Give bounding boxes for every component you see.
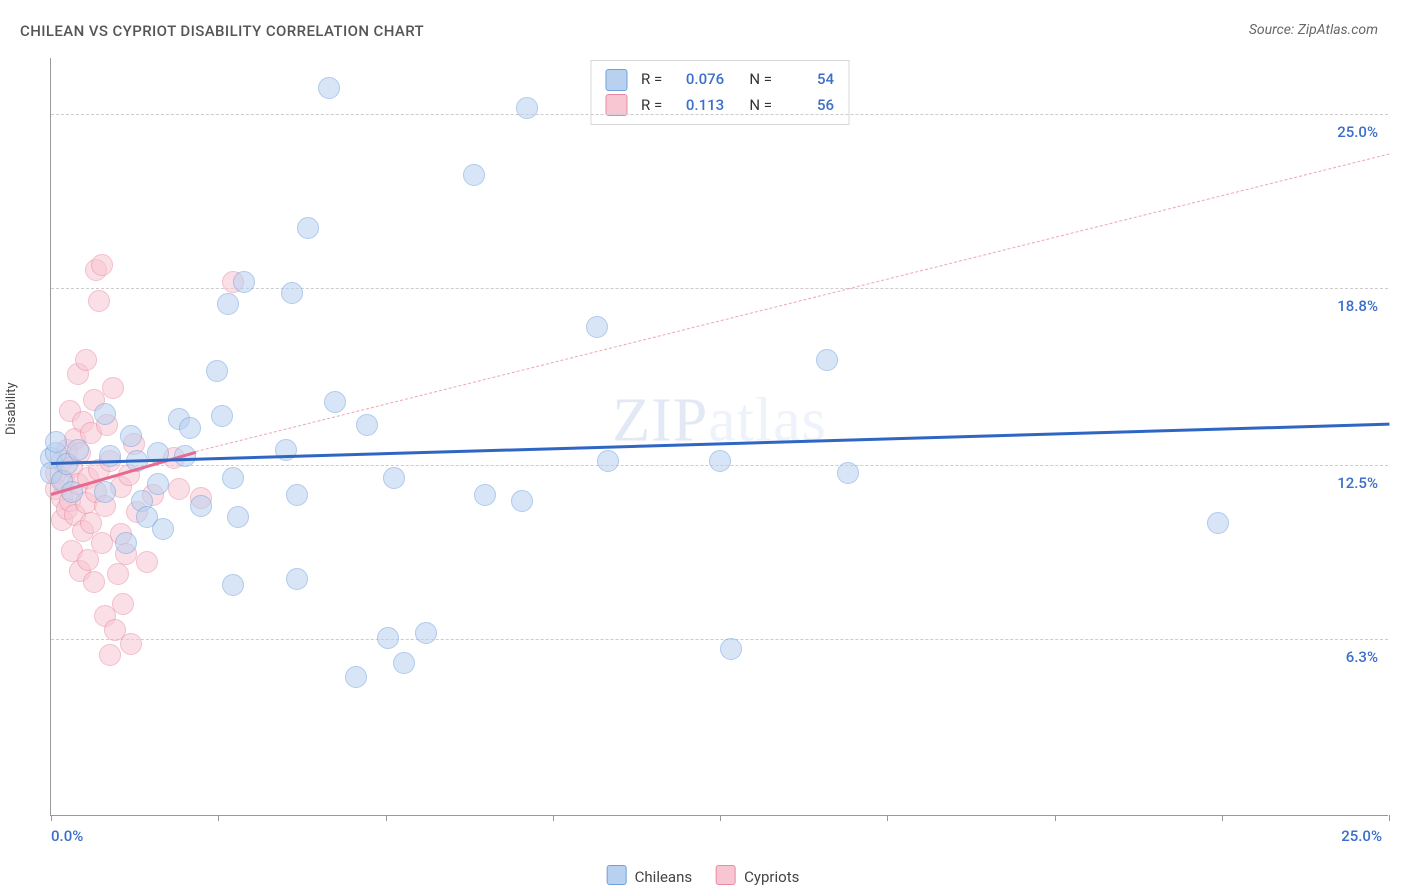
scatter-point bbox=[211, 405, 233, 427]
x-tick-mark bbox=[1389, 815, 1390, 821]
scatter-point bbox=[393, 652, 415, 674]
scatter-point bbox=[597, 450, 619, 472]
x-axis-max-label: 25.0% bbox=[1341, 827, 1382, 845]
scatter-point bbox=[115, 532, 137, 554]
scatter-point bbox=[222, 574, 244, 596]
chart-area: Disability ZIPatlas R =0.076 N =54R =0.1… bbox=[14, 58, 1388, 852]
x-tick-mark bbox=[720, 815, 721, 821]
scatter-point bbox=[179, 417, 201, 439]
scatter-point bbox=[206, 360, 228, 382]
stat-r-value: 0.076 bbox=[676, 67, 724, 93]
scatter-point bbox=[281, 282, 303, 304]
scatter-point bbox=[586, 316, 608, 338]
y-axis-label: Disability bbox=[4, 382, 19, 435]
x-tick-mark bbox=[1055, 815, 1056, 821]
x-tick-mark bbox=[553, 815, 554, 821]
scatter-point bbox=[511, 490, 533, 512]
scatter-point bbox=[83, 571, 105, 593]
plot-region: ZIPatlas R =0.076 N =54R =0.113 N =56 6.… bbox=[50, 58, 1388, 816]
stat-key: R = bbox=[641, 67, 662, 93]
scatter-point bbox=[222, 467, 244, 489]
scatter-point bbox=[463, 164, 485, 186]
scatter-point bbox=[94, 481, 116, 503]
scatter-point bbox=[94, 403, 116, 425]
legend-item: Cypriots bbox=[716, 865, 799, 886]
chart-title: CHILEAN VS CYPRIOT DISABILITY CORRELATIO… bbox=[20, 22, 424, 40]
gridline bbox=[51, 114, 1388, 115]
stats-row: R = 0.076 N = 54 bbox=[605, 67, 834, 93]
scatter-point bbox=[120, 633, 142, 655]
stats-legend-box: R =0.076 N =54R =0.113 N =56 bbox=[590, 60, 849, 125]
y-tick-label: 18.8% bbox=[1337, 297, 1378, 315]
y-tick-label: 6.3% bbox=[1346, 648, 1378, 666]
scatter-point bbox=[297, 217, 319, 239]
source-label: Source: ZipAtlas.com bbox=[1249, 22, 1378, 38]
x-tick-mark bbox=[1222, 815, 1223, 821]
scatter-point bbox=[345, 666, 367, 688]
scatter-point bbox=[324, 391, 346, 413]
scatter-point bbox=[837, 462, 859, 484]
scatter-point bbox=[474, 484, 496, 506]
legend-swatch bbox=[716, 865, 736, 885]
scatter-point bbox=[415, 622, 437, 644]
x-axis-min-label: 0.0% bbox=[51, 827, 83, 845]
scatter-point bbox=[377, 627, 399, 649]
scatter-point bbox=[356, 414, 378, 436]
scatter-point bbox=[91, 254, 113, 276]
x-tick-mark bbox=[887, 815, 888, 821]
x-tick-mark bbox=[218, 815, 219, 821]
legend-swatch bbox=[605, 94, 627, 116]
stat-n-value: 54 bbox=[786, 67, 834, 93]
scatter-point bbox=[720, 638, 742, 660]
scatter-point bbox=[286, 484, 308, 506]
scatter-point bbox=[112, 593, 134, 615]
scatter-point bbox=[75, 349, 97, 371]
x-tick-mark bbox=[386, 815, 387, 821]
scatter-point bbox=[99, 644, 121, 666]
legend-label: Chileans bbox=[635, 868, 692, 886]
scatter-point bbox=[136, 551, 158, 573]
bottom-legend: Chileans Cypriots bbox=[607, 865, 800, 886]
scatter-point bbox=[217, 293, 239, 315]
scatter-point bbox=[227, 506, 249, 528]
scatter-point bbox=[107, 563, 129, 585]
scatter-point bbox=[190, 495, 212, 517]
x-tick-mark bbox=[51, 815, 52, 821]
scatter-point bbox=[516, 97, 538, 119]
scatter-point bbox=[383, 467, 405, 489]
scatter-point bbox=[88, 290, 110, 312]
scatter-point bbox=[709, 450, 731, 472]
legend-label: Cypriots bbox=[744, 868, 799, 886]
scatter-point bbox=[168, 478, 190, 500]
scatter-point bbox=[1207, 512, 1229, 534]
legend-swatch bbox=[607, 865, 627, 885]
scatter-point bbox=[120, 425, 142, 447]
scatter-point bbox=[147, 473, 169, 495]
scatter-point bbox=[152, 518, 174, 540]
legend-swatch bbox=[605, 69, 627, 91]
stat-key: N = bbox=[738, 67, 772, 93]
scatter-point bbox=[318, 77, 340, 99]
scatter-point bbox=[45, 431, 67, 453]
y-tick-label: 25.0% bbox=[1337, 123, 1378, 141]
scatter-point bbox=[286, 568, 308, 590]
scatter-point bbox=[816, 349, 838, 371]
legend-item: Chileans bbox=[607, 865, 692, 886]
scatter-point bbox=[102, 377, 124, 399]
scatter-point bbox=[233, 271, 255, 293]
gridline bbox=[51, 639, 1388, 640]
trend-line bbox=[195, 153, 1389, 452]
scatter-point bbox=[67, 439, 89, 461]
y-tick-label: 12.5% bbox=[1337, 474, 1378, 492]
